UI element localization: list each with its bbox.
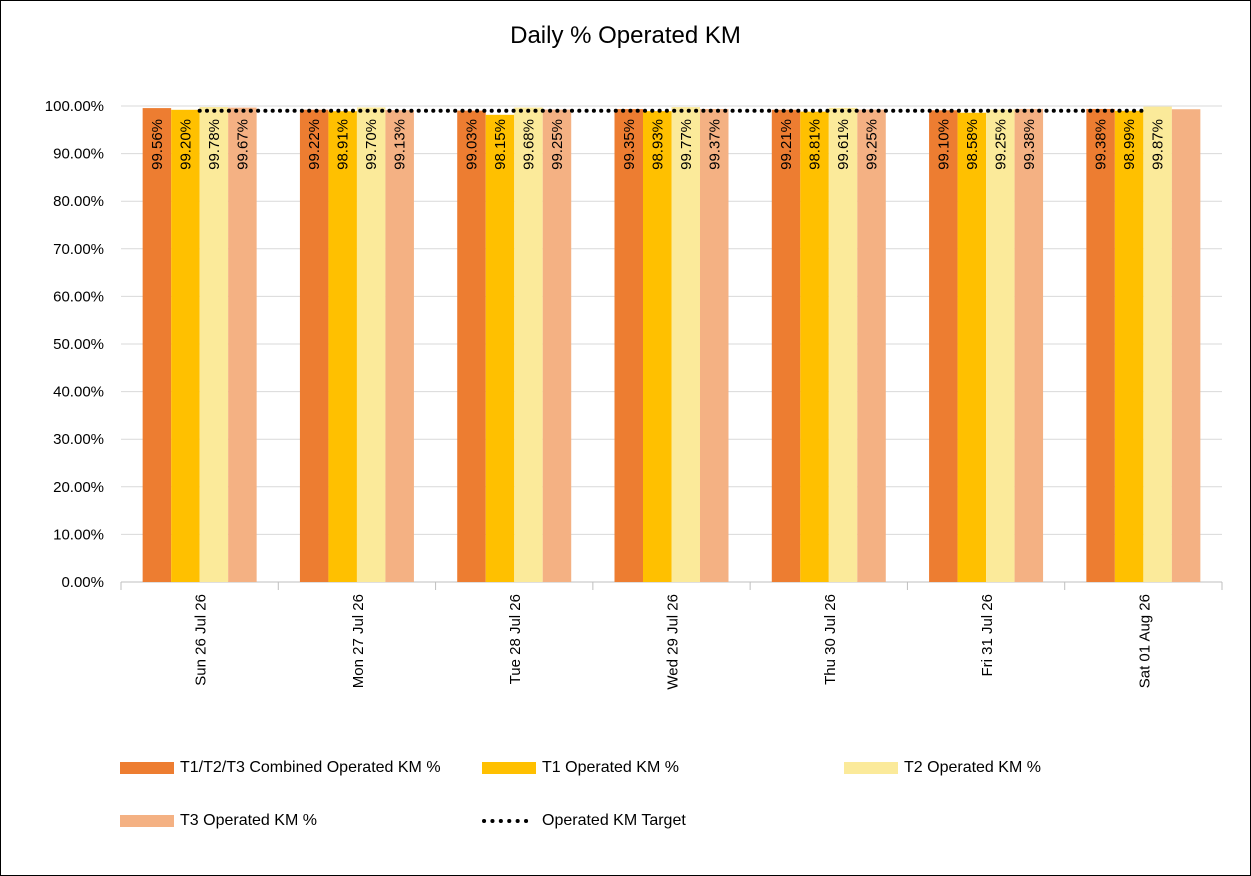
x-category-label: Wed 29 Jul 26 bbox=[665, 594, 682, 690]
data-label: 99.35% bbox=[621, 119, 638, 170]
legend-dotted-line-icon bbox=[482, 819, 536, 823]
y-tick-label: 30.00% bbox=[53, 431, 104, 448]
bar bbox=[800, 111, 829, 582]
data-label: 99.77% bbox=[678, 119, 695, 170]
data-label: 99.70% bbox=[363, 119, 380, 170]
data-label: 99.87% bbox=[1150, 119, 1167, 170]
legend-swatch-t1 bbox=[482, 762, 536, 774]
legend-label-target: Operated KM Target bbox=[542, 812, 686, 829]
bar bbox=[142, 108, 172, 583]
bar bbox=[771, 109, 801, 582]
legend-item-t1: T1 Operated KM % bbox=[482, 759, 679, 777]
legend-item-combined: T1/T2/T3 Combined Operated KM % bbox=[120, 759, 441, 777]
x-category-label: Fri 31 Jul 26 bbox=[979, 594, 996, 677]
bar bbox=[1086, 108, 1115, 582]
data-label: 99.67% bbox=[234, 119, 251, 170]
y-tick-label: 90.00% bbox=[53, 146, 104, 163]
y-tick-label: 10.00% bbox=[53, 526, 104, 543]
x-category-label: Tue 28 Jul 26 bbox=[507, 594, 524, 684]
bar bbox=[328, 111, 357, 582]
bar bbox=[614, 109, 643, 583]
data-label: 98.81% bbox=[807, 119, 824, 170]
bar bbox=[671, 107, 700, 583]
data-label: 99.68% bbox=[520, 119, 537, 170]
bar bbox=[957, 112, 987, 582]
legend-item-target: Operated KM Target bbox=[482, 812, 686, 830]
y-tick-label: 100.00% bbox=[45, 98, 104, 115]
data-label: 99.38% bbox=[1093, 119, 1110, 170]
data-label: 98.91% bbox=[335, 119, 352, 170]
bar bbox=[929, 110, 958, 582]
y-tick-label: 80.00% bbox=[53, 193, 104, 210]
data-label: 99.20% bbox=[177, 119, 194, 170]
data-label: 99.61% bbox=[835, 119, 852, 170]
data-label: 99.03% bbox=[463, 119, 480, 170]
bar bbox=[857, 109, 886, 582]
bar bbox=[643, 111, 672, 582]
data-label: 99.25% bbox=[549, 119, 566, 170]
y-tick-label: 0.00% bbox=[61, 574, 104, 591]
bar bbox=[986, 109, 1015, 582]
bar bbox=[457, 110, 486, 583]
bar bbox=[385, 110, 414, 582]
bar bbox=[1014, 108, 1044, 582]
legend-label-t1: T1 Operated KM % bbox=[542, 759, 679, 776]
legend-swatch-combined bbox=[120, 762, 174, 774]
data-label: 99.25% bbox=[864, 119, 881, 170]
bar bbox=[1114, 110, 1144, 582]
bar bbox=[1143, 106, 1172, 582]
legend-swatch-t3 bbox=[120, 815, 174, 827]
data-label: 99.25% bbox=[992, 119, 1009, 170]
data-label: 98.58% bbox=[964, 119, 981, 170]
data-label: 98.93% bbox=[649, 119, 666, 170]
data-label: 99.38% bbox=[1021, 119, 1038, 170]
bar bbox=[356, 107, 386, 582]
y-tick-label: 20.00% bbox=[53, 479, 104, 496]
legend-item-t3: T3 Operated KM % bbox=[120, 812, 317, 830]
y-tick-label: 60.00% bbox=[53, 288, 104, 305]
y-tick-label: 70.00% bbox=[53, 241, 104, 258]
bar bbox=[828, 107, 858, 583]
data-label: 99.13% bbox=[392, 119, 409, 170]
legend-swatch-t2 bbox=[844, 762, 898, 774]
y-tick-label: 50.00% bbox=[53, 336, 104, 353]
bar bbox=[542, 109, 572, 582]
data-label: 99.78% bbox=[206, 119, 223, 170]
data-label: 98.99% bbox=[1121, 119, 1138, 170]
bar bbox=[228, 107, 257, 582]
data-label: 99.10% bbox=[935, 119, 952, 170]
x-category-label: Mon 27 Jul 26 bbox=[350, 594, 367, 688]
data-label: 99.22% bbox=[306, 119, 323, 170]
legend-item-t2: T2 Operated KM % bbox=[844, 759, 1041, 777]
x-category-label: Sat 01 Aug 26 bbox=[1136, 594, 1153, 688]
bar bbox=[514, 107, 543, 583]
data-label: 98.15% bbox=[492, 119, 509, 170]
data-label: 99.56% bbox=[149, 119, 166, 170]
legend-label-t2: T2 Operated KM % bbox=[904, 759, 1041, 776]
bar bbox=[199, 107, 229, 582]
bar bbox=[171, 109, 200, 583]
data-label: 99.37% bbox=[706, 119, 723, 170]
legend-label-t3: T3 Operated KM % bbox=[180, 812, 317, 829]
legend-label-combined: T1/T2/T3 Combined Operated KM % bbox=[180, 759, 441, 776]
bar bbox=[485, 114, 515, 582]
bar bbox=[299, 109, 329, 582]
data-label: 99.21% bbox=[778, 119, 795, 170]
bar bbox=[700, 108, 729, 582]
bar bbox=[1171, 109, 1201, 582]
y-tick-label: 40.00% bbox=[53, 384, 104, 401]
x-category-label: Sun 26 Jul 26 bbox=[193, 594, 210, 686]
chart-title: Daily % Operated KM bbox=[510, 22, 741, 49]
x-category-label: Thu 30 Jul 26 bbox=[822, 594, 839, 685]
